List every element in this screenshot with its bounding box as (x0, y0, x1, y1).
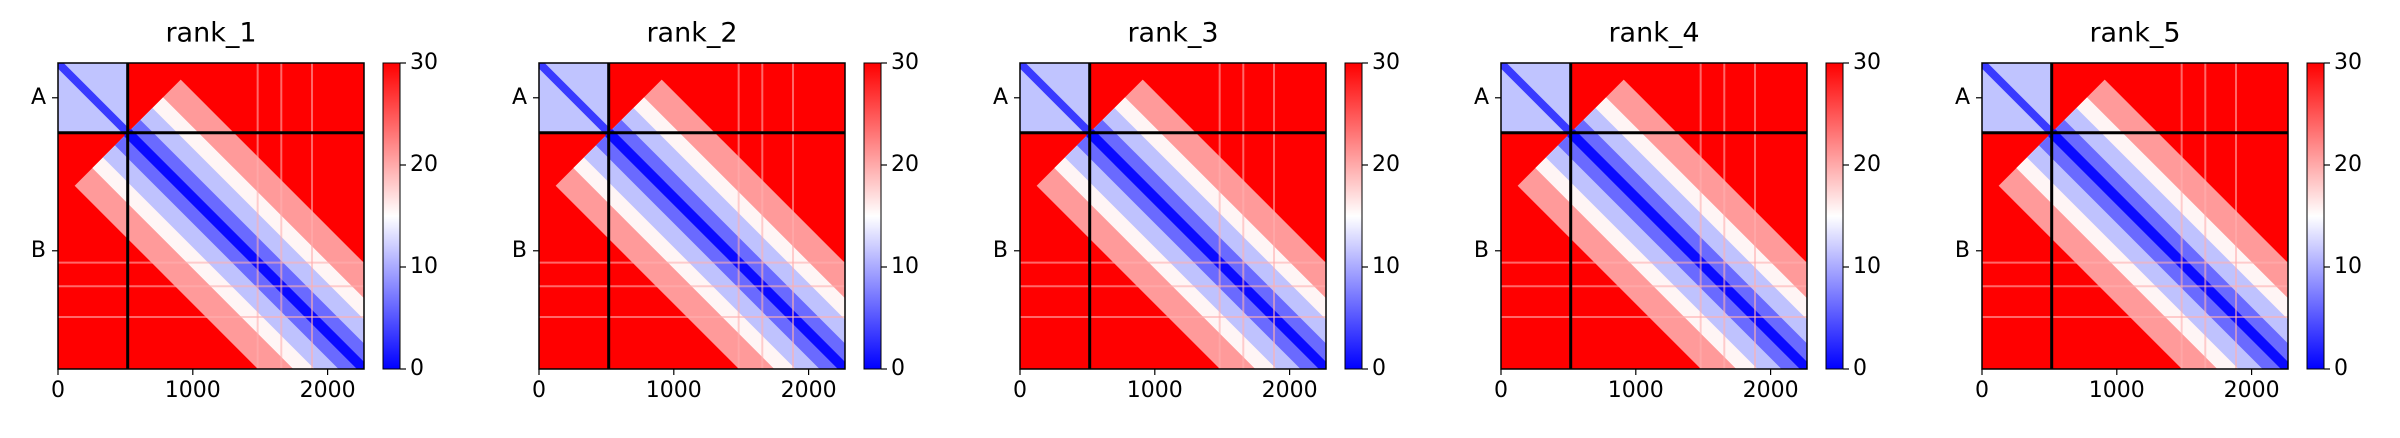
axes-frame (1500, 62, 1808, 370)
y-tick-label: B (1955, 238, 1970, 263)
colorbar-tick-label: 0 (891, 356, 905, 381)
diagonal-band (1086, 129, 1326, 369)
colorbar-tick-label: 30 (1372, 50, 1400, 75)
axes-frame (1981, 62, 2289, 370)
colorbar-tick-label: 0 (1853, 356, 1867, 381)
colorbar-tick-label: 20 (410, 152, 438, 177)
colorbar-tick-label: 20 (2334, 152, 2362, 177)
y-tick-label: B (31, 238, 46, 263)
x-tick-label: 1000 (646, 378, 702, 403)
colorbar-tick-label: 0 (410, 356, 424, 381)
colorbar-tick-label: 10 (410, 254, 438, 279)
panel-title: rank_1 (165, 18, 256, 49)
x-tick-label: 1000 (1127, 378, 1183, 403)
diagonal-band (1567, 129, 1807, 369)
colorbar-tick-label: 30 (1853, 50, 1881, 75)
colorbar-tick-label: 10 (891, 254, 919, 279)
colorbar-tick-label: 0 (1372, 356, 1386, 381)
colorbar (863, 62, 882, 370)
diagonal-band (1982, 63, 2055, 136)
colorbar-tick-label: 20 (1372, 152, 1400, 177)
y-tick-label: B (993, 238, 1008, 263)
x-tick-label: 2000 (2224, 378, 2280, 403)
x-tick-label: 0 (1975, 378, 1989, 403)
y-tick-label: A (1474, 85, 1489, 110)
x-tick-label: 1000 (1608, 378, 1664, 403)
diagonal-band (124, 129, 364, 369)
heatmap-image (539, 63, 845, 369)
colorbar (382, 62, 401, 370)
colorbar-tick-label: 30 (891, 50, 919, 75)
colorbar-tick-label: 10 (1853, 254, 1881, 279)
y-tick-label: A (1955, 85, 1970, 110)
diagonal-band (1020, 63, 1093, 136)
diagonal-band (58, 63, 131, 136)
x-tick-label: 0 (1013, 378, 1027, 403)
colorbar-tick-label: 10 (1372, 254, 1400, 279)
x-tick-label: 0 (1494, 378, 1508, 403)
panel-title: rank_5 (2089, 18, 2180, 49)
axes-frame (538, 62, 846, 370)
colorbar-tick-label: 20 (891, 152, 919, 177)
colorbar-tick-label: 20 (1853, 152, 1881, 177)
diagonal-band (2048, 129, 2288, 369)
y-tick-label: B (1474, 238, 1489, 263)
x-tick-label: 1000 (165, 378, 221, 403)
colorbar-tick-label: 10 (2334, 254, 2362, 279)
colorbar (1825, 62, 1844, 370)
y-tick-label: A (31, 85, 46, 110)
heatmap-image (58, 63, 364, 369)
y-tick-label: B (512, 238, 527, 263)
colorbar-tick-label: 30 (410, 50, 438, 75)
x-tick-label: 2000 (1743, 378, 1799, 403)
colorbar (2306, 62, 2325, 370)
axes-frame (1019, 62, 1327, 370)
diagonal-band (605, 129, 845, 369)
panel-title: rank_3 (1127, 18, 1218, 49)
axes-frame (57, 62, 365, 370)
colorbar (1344, 62, 1363, 370)
colorbar-tick-label: 30 (2334, 50, 2362, 75)
x-tick-label: 0 (51, 378, 65, 403)
diagonal-band (1501, 63, 1574, 136)
y-tick-label: A (512, 85, 527, 110)
y-tick-label: A (993, 85, 1008, 110)
heatmap-image (1501, 63, 1807, 369)
heatmap-image (1020, 63, 1326, 369)
panel-title: rank_4 (1608, 18, 1699, 49)
x-tick-label: 2000 (300, 378, 356, 403)
diagonal-band (539, 63, 612, 136)
panel-title: rank_2 (646, 18, 737, 49)
x-tick-label: 2000 (1262, 378, 1318, 403)
colorbar-tick-label: 0 (2334, 356, 2348, 381)
x-tick-label: 0 (532, 378, 546, 403)
heatmap-image (1982, 63, 2288, 369)
x-tick-label: 2000 (781, 378, 837, 403)
x-tick-label: 1000 (2089, 378, 2145, 403)
